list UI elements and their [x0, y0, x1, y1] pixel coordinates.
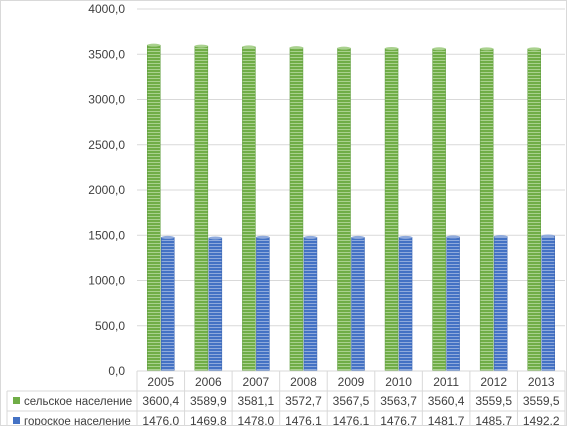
legend-label: сельское население — [24, 396, 132, 408]
bar-cap — [527, 47, 541, 51]
gridlines — [137, 8, 565, 327]
data-label: 1476,7 — [380, 414, 417, 425]
bar-cap — [208, 236, 222, 240]
y-tick-label: 3500,0 — [88, 47, 125, 61]
bar-urban-population — [208, 237, 223, 372]
bar-urban-population — [161, 237, 175, 372]
y-tick-label: 1500,0 — [88, 228, 125, 242]
bar-cap — [446, 235, 460, 239]
bar-cap — [242, 45, 256, 49]
data-label: 1469,8 — [190, 414, 227, 425]
bar-cap — [256, 235, 270, 239]
data-label: 1492,2 — [523, 414, 560, 425]
bar-cap — [351, 235, 365, 239]
bar-urban-population — [351, 237, 365, 372]
data-table: 2005 2006 2007 2008 2009 2010 2011 2012 2013 сель… — [6, 370, 566, 428]
bar-cap — [147, 43, 161, 47]
y-tick-label: 500,0 — [95, 319, 125, 333]
bar-cap — [194, 44, 208, 48]
bar-rural-population — [337, 47, 351, 372]
bar-urban-population — [398, 237, 413, 372]
y-tick-label: 2500,0 — [88, 138, 125, 152]
legend-label: гороское население — [24, 416, 131, 425]
data-label: 1481,7 — [428, 414, 465, 425]
y-tick-label: 4000,0 — [88, 2, 125, 16]
data-label: 3572,7 — [285, 394, 322, 408]
bar-cap — [494, 235, 508, 239]
bar-cap — [337, 46, 351, 50]
bar-rural-population — [289, 47, 304, 372]
legend-swatch — [13, 417, 20, 424]
bar-rural-population — [384, 48, 399, 372]
bar-urban-population — [493, 236, 508, 372]
y-tick-label: 0,0 — [108, 364, 125, 378]
data-label: 1476,0 — [142, 414, 179, 425]
x-tick-label: 2009 — [338, 375, 365, 389]
bar-urban-population — [446, 236, 460, 372]
x-tick-label: 2013 — [528, 375, 555, 389]
data-label: 1476,1 — [285, 414, 322, 425]
bar-rural-population — [432, 48, 446, 372]
bar-rural-population — [242, 46, 256, 372]
data-label: 1478,0 — [238, 414, 275, 425]
bar-cap — [541, 234, 555, 238]
bar-cap — [399, 235, 413, 239]
x-tick-label: 2007 — [243, 375, 270, 389]
bar-cap — [432, 47, 446, 51]
bar-cap — [161, 235, 175, 239]
y-tick-label: 3000,0 — [88, 93, 125, 107]
y-axis-tick-labels: 0,0 500,0 1000,0 1500,0 2000,0 2500,0 3000,0 35… — [88, 2, 125, 378]
legend-swatch — [13, 397, 20, 404]
x-tick-label: 2011 — [433, 375, 459, 389]
bar-urban-population — [256, 236, 270, 372]
bar-rural-population — [527, 48, 541, 372]
data-label: 3560,4 — [428, 394, 465, 408]
data-label: 3559,5 — [475, 394, 512, 408]
x-tick-label: 2006 — [195, 375, 222, 389]
data-label: 3589,9 — [190, 394, 227, 408]
bar-cap — [303, 235, 317, 239]
data-label: 3581,1 — [238, 394, 275, 408]
data-label: 3600,4 — [142, 394, 179, 408]
bar-rural-population — [479, 48, 494, 372]
x-tick-label: 2008 — [290, 375, 317, 389]
bar-cap — [480, 47, 494, 51]
bar-urban-population — [541, 235, 555, 372]
bars — [147, 43, 555, 372]
bar-cap — [385, 46, 399, 50]
bar-rural-population — [147, 44, 161, 372]
x-tick-label: 2010 — [385, 375, 412, 389]
data-label: 1476,1 — [333, 414, 370, 425]
bar-rural-population — [194, 45, 209, 372]
data-label: 1485,7 — [475, 414, 512, 425]
data-label: 3563,7 — [380, 394, 417, 408]
x-tick-label: 2005 — [147, 375, 174, 389]
bar-cap — [289, 46, 303, 50]
data-label: 3567,5 — [333, 394, 370, 408]
x-tick-label: 2012 — [480, 375, 507, 389]
bar-urban-population — [303, 237, 318, 372]
y-tick-label: 2000,0 — [88, 183, 125, 197]
y-tick-label: 1000,0 — [88, 274, 125, 288]
data-label: 3559,5 — [523, 394, 560, 408]
